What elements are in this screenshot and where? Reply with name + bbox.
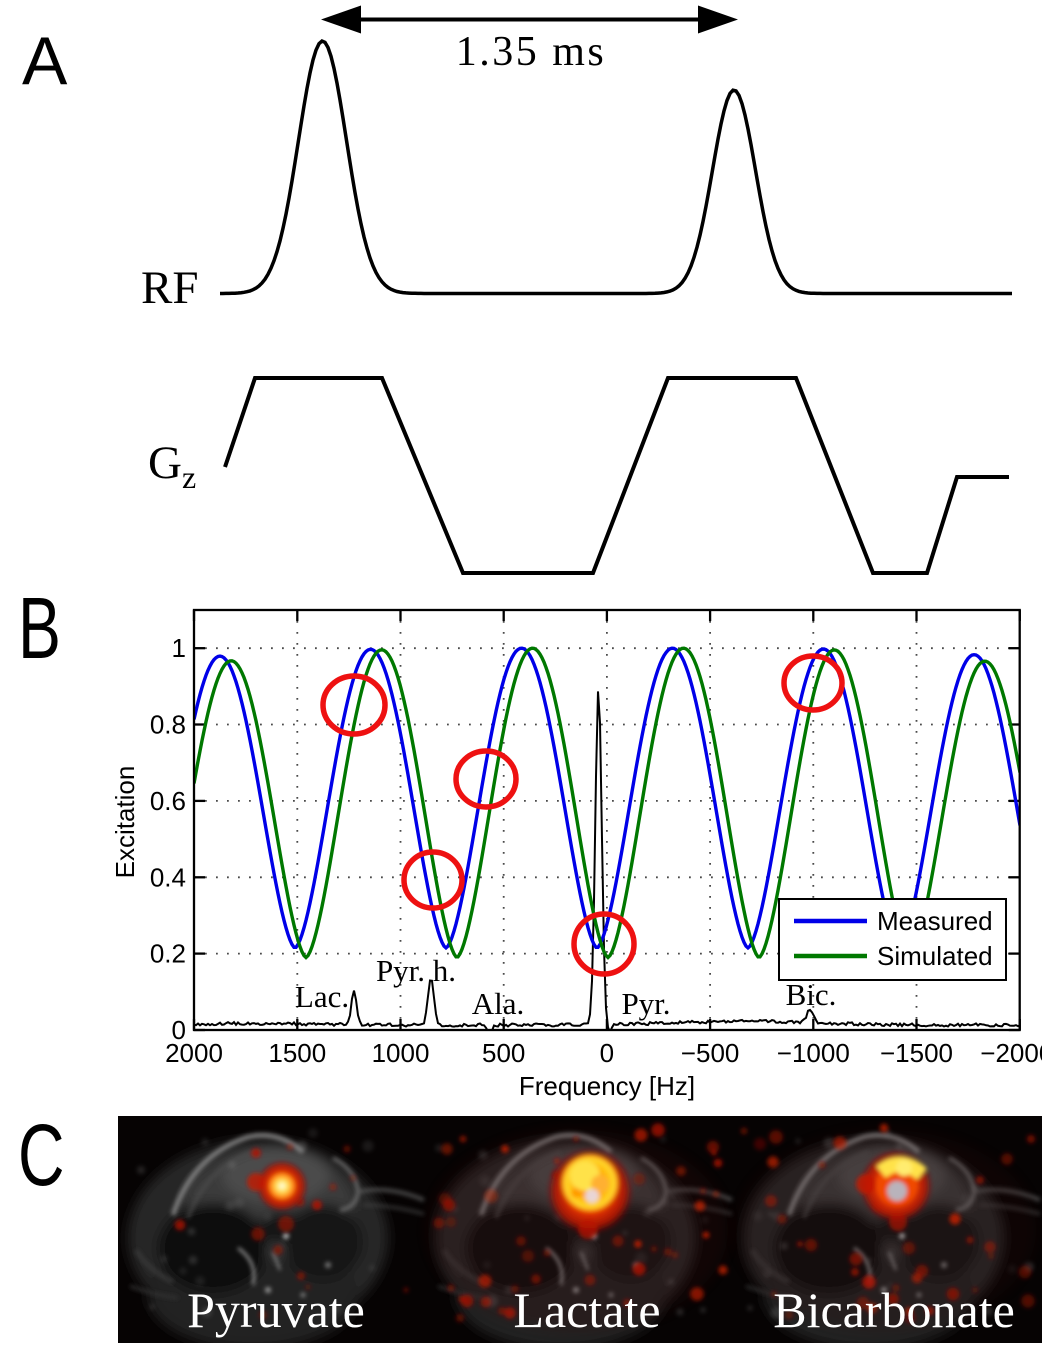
- svg-text:Ala.: Ala.: [472, 986, 525, 1021]
- svg-text:−1000: −1000: [777, 1038, 850, 1068]
- svg-text:Simulated: Simulated: [877, 941, 993, 971]
- svg-text:Measured: Measured: [877, 906, 993, 936]
- svg-text:2000: 2000: [165, 1038, 223, 1068]
- svg-text:Pyr.: Pyr.: [621, 986, 670, 1021]
- svg-text:Bicarbonate: Bicarbonate: [773, 1282, 1015, 1338]
- svg-text:−500: −500: [681, 1038, 740, 1068]
- svg-text:0.6: 0.6: [150, 786, 186, 816]
- svg-text:Bic.: Bic.: [786, 977, 837, 1012]
- svg-text:C: C: [18, 1108, 64, 1205]
- svg-text:B: B: [18, 581, 61, 678]
- svg-text:Excitation: Excitation: [110, 766, 140, 879]
- svg-text:1.35 ms: 1.35 ms: [456, 29, 607, 75]
- svg-text:Frequency [Hz]: Frequency [Hz]: [519, 1071, 695, 1101]
- svg-text:0.2: 0.2: [150, 939, 186, 969]
- svg-text:1000: 1000: [372, 1038, 430, 1068]
- svg-text:0.4: 0.4: [150, 862, 186, 892]
- svg-text:1500: 1500: [268, 1038, 326, 1068]
- svg-text:Lac.: Lac.: [295, 979, 349, 1014]
- svg-text:Pyr. h.: Pyr. h.: [376, 953, 456, 988]
- svg-text:0.8: 0.8: [150, 710, 186, 740]
- svg-text:0: 0: [600, 1038, 614, 1068]
- svg-text:Pyruvate: Pyruvate: [187, 1282, 365, 1338]
- svg-text:A: A: [22, 23, 68, 99]
- svg-text:0: 0: [172, 1015, 186, 1045]
- svg-text:500: 500: [482, 1038, 525, 1068]
- svg-text:Lactate: Lactate: [513, 1282, 660, 1338]
- svg-text:Gz: Gz: [148, 437, 196, 495]
- svg-text:1: 1: [172, 633, 186, 663]
- svg-text:−1500: −1500: [880, 1038, 953, 1068]
- svg-text:RF: RF: [141, 262, 199, 314]
- svg-text:−2000: −2000: [980, 1038, 1042, 1068]
